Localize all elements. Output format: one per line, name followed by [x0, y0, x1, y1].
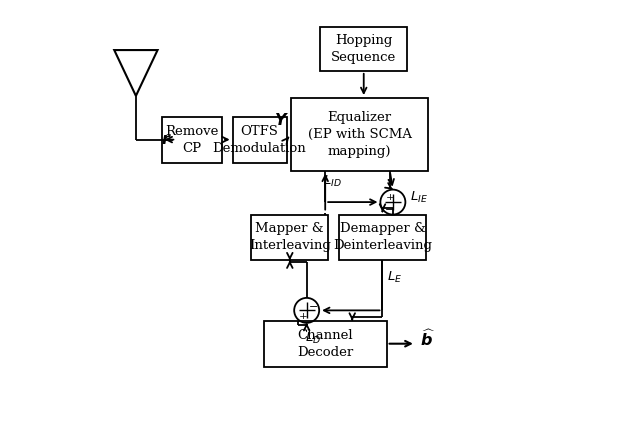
- Text: +: +: [385, 193, 394, 202]
- FancyBboxPatch shape: [320, 27, 408, 71]
- Text: −: −: [309, 302, 318, 312]
- Text: $L_{D}$: $L_{D}$: [305, 331, 321, 346]
- Text: $\boldsymbol{r}$: $\boldsymbol{r}$: [161, 131, 172, 148]
- FancyBboxPatch shape: [252, 215, 328, 261]
- Text: Mapper &
Interleaving: Mapper & Interleaving: [249, 223, 331, 252]
- Text: $\widehat{\boldsymbol{b}}$: $\widehat{\boldsymbol{b}}$: [420, 329, 435, 350]
- Text: $L_{IE}$: $L_{IE}$: [410, 190, 428, 205]
- Text: Remove
CP: Remove CP: [165, 125, 219, 155]
- FancyBboxPatch shape: [339, 215, 426, 261]
- FancyBboxPatch shape: [232, 117, 287, 162]
- Text: $L_{E}$: $L_{E}$: [387, 269, 403, 285]
- Text: $\boldsymbol{Y}$: $\boldsymbol{Y}$: [274, 112, 289, 129]
- Text: −: −: [385, 205, 394, 215]
- Text: Channel
Decoder: Channel Decoder: [297, 329, 353, 359]
- FancyBboxPatch shape: [162, 117, 222, 162]
- Text: Demapper &
Deinterleaving: Demapper & Deinterleaving: [333, 223, 432, 252]
- Text: OTFS
Demodulation: OTFS Demodulation: [212, 125, 307, 155]
- Text: Equalizer
(EP with SCMA
mapping): Equalizer (EP with SCMA mapping): [308, 111, 412, 158]
- Text: Hopping
Sequence: Hopping Sequence: [331, 34, 396, 64]
- FancyBboxPatch shape: [264, 321, 387, 367]
- Text: +: +: [299, 312, 308, 321]
- Text: $L_{ID}$: $L_{ID}$: [323, 174, 342, 189]
- FancyBboxPatch shape: [291, 98, 428, 171]
